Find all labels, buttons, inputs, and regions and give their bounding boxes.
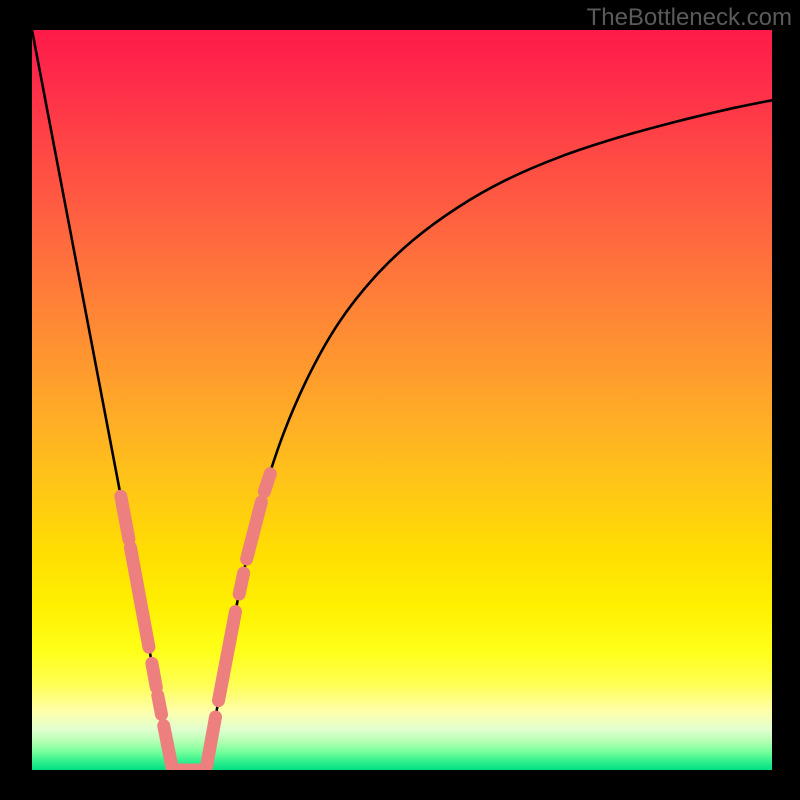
frame-bottom <box>0 770 800 800</box>
curve-marker <box>256 466 278 500</box>
curve-marker <box>144 656 164 695</box>
stage: TheBottleneck.com <box>0 0 800 800</box>
curve-svg <box>32 30 772 770</box>
watermark-text: TheBottleneck.com <box>587 4 792 32</box>
curve-marker <box>150 688 169 722</box>
bottleneck-curve <box>32 30 772 770</box>
frame-left <box>0 0 32 800</box>
curve-marker <box>123 540 157 655</box>
curve-marker <box>231 565 251 601</box>
curve-marker <box>239 494 270 567</box>
curve-marker <box>113 489 136 547</box>
curve-marker <box>211 604 243 708</box>
marker-layer <box>113 466 278 770</box>
frame-right <box>772 0 800 800</box>
plot-area <box>32 30 772 770</box>
curve-marker <box>199 709 223 770</box>
curve-marker <box>156 718 180 770</box>
